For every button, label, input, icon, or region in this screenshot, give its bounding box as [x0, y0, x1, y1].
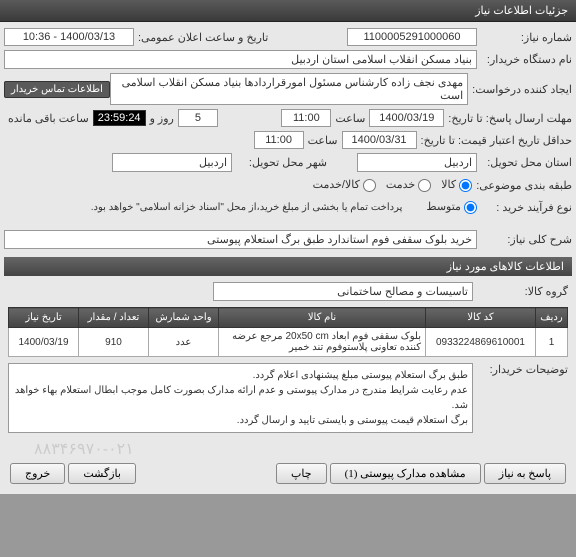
col-rownum: ردیف: [536, 308, 568, 328]
col-name: نام کالا: [219, 308, 426, 328]
minvalid-time: 11:00: [254, 131, 304, 149]
radio-goods-service[interactable]: [363, 179, 376, 192]
city-label: شهر محل تحویل:: [232, 156, 327, 169]
window: جزئیات اطلاعات نیاز شماره نیاز: 11000052…: [0, 0, 576, 494]
radio-goods-label[interactable]: کالا: [441, 178, 472, 192]
col-unit: واحد شمارش: [149, 308, 219, 328]
back-button[interactable]: بازگشت: [68, 463, 136, 484]
process-note: پرداخت تمام یا بخشی از مبلغ خرید،از محل …: [91, 202, 417, 213]
radio-medium-text: متوسط: [426, 201, 461, 213]
radio-goods-text: کالا: [441, 179, 456, 191]
col-qty: تعداد / مقدار: [79, 308, 149, 328]
buyer-desc-box: طبق برگ استعلام پیوستی مبلغ پیشنهادی اعل…: [8, 363, 473, 433]
radio-goods-service-text: کالا/خدمت: [313, 179, 360, 191]
table-header-row: ردیف کد کالا نام کالا واحد شمارش تعداد /…: [9, 308, 568, 328]
buyer-desc-label: توضیحات خریدار:: [473, 363, 568, 376]
prov-field: اردبیل: [357, 153, 477, 172]
buyer-field: بنیاد مسکن انقلاب اسلامی استان اردبیل: [4, 50, 477, 69]
buyer-label: نام دستگاه خریدار:: [477, 53, 572, 66]
buyer-contact-button[interactable]: اطلاعات تماس خریدار: [4, 81, 110, 98]
exit-button[interactable]: خروج: [10, 463, 65, 484]
class-label: طبقه بندی موضوعی:: [472, 179, 572, 192]
group-field: تاسیسات و مصالح ساختمانی: [213, 282, 473, 301]
remain-suffix: ساعت باقی مانده: [4, 112, 93, 125]
creator-label: ایجاد کننده درخواست:: [468, 83, 572, 96]
announce-field: 1400/03/13 - 10:36: [4, 28, 134, 46]
deadline-date: 1400/03/19: [369, 109, 444, 127]
subject-field: خرید بلوک سقفی فوم استاندارد طبق برگ است…: [4, 230, 477, 249]
process-label: نوع فرآیند خرید :: [477, 201, 572, 214]
print-button[interactable]: چاپ: [276, 463, 327, 484]
cell-rownum: 1: [536, 328, 568, 357]
radio-service[interactable]: [418, 179, 431, 192]
need-no-field: 1100005291000060: [347, 28, 477, 46]
desc-line-1: طبق برگ استعلام پیوستی مبلغ پیشنهادی اعل…: [13, 368, 468, 383]
radio-service-text: خدمت: [386, 179, 415, 191]
creator-field: مهدی نجف زاده کارشناس مسئول امورقرارداده…: [110, 73, 468, 105]
deadline-time: 11:00: [281, 109, 331, 127]
cell-name: بلوک سقفی فوم ابعاد 20x50 cm مرجع عرضه ک…: [219, 328, 426, 357]
table-row[interactable]: 1 0933224869610001 بلوک سقفی فوم ابعاد 2…: [9, 328, 568, 357]
minvalid-label: حداقل تاریخ اعتبار قیمت: تا تاریخ:: [417, 134, 572, 147]
titlebar: جزئیات اطلاعات نیاز: [0, 0, 576, 22]
cell-date: 1400/03/19: [9, 328, 79, 357]
footer-left-group: بازگشت خروج: [10, 463, 136, 484]
days-and-label: روز و: [146, 112, 178, 125]
desc-line-2: عدم رعایت شرایط مندرج در مدارک پیوستی و …: [13, 383, 468, 413]
view-docs-button[interactable]: مشاهده مدارک پیوستی (1): [330, 463, 481, 484]
minvalid-date: 1400/03/31: [342, 131, 417, 149]
remain-time: 23:59:24: [93, 110, 146, 126]
cell-code: 0933224869610001: [426, 328, 536, 357]
radio-medium[interactable]: [464, 201, 477, 214]
group-label: گروه کالا:: [473, 285, 568, 298]
col-date: تاریخ نیاز: [9, 308, 79, 328]
radio-medium-label[interactable]: متوسط: [426, 200, 477, 214]
city-field: اردبیل: [112, 153, 232, 172]
items-table: ردیف کد کالا نام کالا واحد شمارش تعداد /…: [8, 307, 568, 357]
radio-service-label[interactable]: خدمت: [386, 178, 431, 192]
footer-right-group: پاسخ به نیاز مشاهده مدارک پیوستی (1) چاپ: [276, 463, 566, 484]
main-content: شماره نیاز: 1100005291000060 تاریخ و ساع…: [0, 22, 576, 494]
items-section-header: اطلاعات کالاهای مورد نیاز: [4, 257, 572, 276]
cell-unit: عدد: [149, 328, 219, 357]
desc-line-3: برگ استعلام قیمت پیوستی و بایستی تایید و…: [13, 413, 468, 428]
watermark: ۸۸۳۴۶۹۷۰-۰۲۱: [4, 439, 572, 457]
announce-label: تاریخ و ساعت اعلان عمومی:: [134, 31, 268, 44]
col-code: کد کالا: [426, 308, 536, 328]
need-no-label: شماره نیاز:: [477, 31, 572, 44]
time-label-1: ساعت: [331, 112, 369, 125]
answer-button[interactable]: پاسخ به نیاز: [484, 463, 566, 484]
radio-goods-service-label[interactable]: کالا/خدمت: [313, 178, 376, 192]
remain-days: 5: [178, 109, 218, 127]
cell-qty: 910: [79, 328, 149, 357]
subject-label: شرح کلی نیاز:: [477, 233, 572, 246]
radio-goods[interactable]: [459, 179, 472, 192]
deadline-label: مهلت ارسال پاسخ: تا تاریخ:: [444, 112, 572, 125]
time-label-2: ساعت: [304, 134, 342, 147]
prov-label: استان محل تحویل:: [477, 156, 572, 169]
footer: پاسخ به نیاز مشاهده مدارک پیوستی (1) چاپ…: [4, 457, 572, 490]
